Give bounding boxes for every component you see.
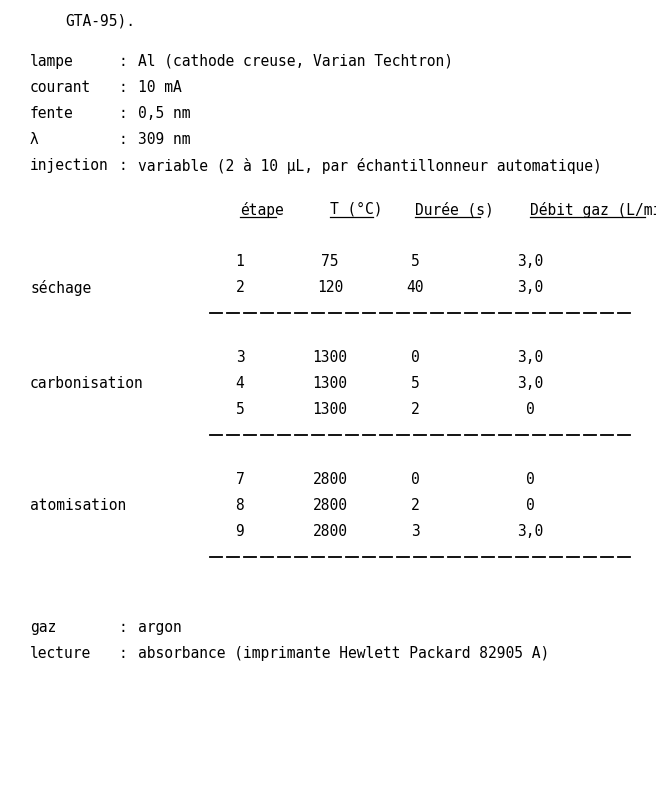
Text: variable (2 à 10 μL, par échantillonneur automatique): variable (2 à 10 μL, par échantillonneur…	[138, 158, 602, 174]
Text: 120: 120	[317, 280, 343, 294]
Text: 10 mA: 10 mA	[138, 80, 182, 95]
Text: 40: 40	[406, 280, 424, 294]
Text: 3,0: 3,0	[517, 523, 543, 539]
Text: atomisation: atomisation	[30, 497, 126, 513]
Text: 3,0: 3,0	[517, 254, 543, 268]
Text: courant: courant	[30, 80, 91, 95]
Text: lecture: lecture	[30, 646, 91, 660]
Text: 4: 4	[236, 375, 245, 391]
Text: 0,5 nm: 0,5 nm	[138, 106, 190, 121]
Text: 75: 75	[321, 254, 338, 268]
Text: absorbance (imprimante Hewlett Packard 82905 A): absorbance (imprimante Hewlett Packard 8…	[138, 646, 549, 660]
Text: Débit gaz (L/min): Débit gaz (L/min)	[530, 202, 656, 217]
Text: 3,0: 3,0	[517, 280, 543, 294]
Text: 2800: 2800	[312, 523, 348, 539]
Text: 2800: 2800	[312, 471, 348, 487]
Text: :: :	[118, 80, 127, 95]
Text: :: :	[118, 158, 127, 173]
Text: 5: 5	[411, 375, 419, 391]
Text: 2: 2	[411, 497, 419, 513]
Text: 3: 3	[236, 350, 245, 365]
Text: 5: 5	[411, 254, 419, 268]
Text: 3,0: 3,0	[517, 375, 543, 391]
Text: λ: λ	[30, 132, 39, 147]
Text: argon: argon	[138, 620, 182, 634]
Text: 3,0: 3,0	[517, 350, 543, 365]
Text: 0: 0	[525, 471, 535, 487]
Text: :: :	[118, 54, 127, 69]
Text: injection: injection	[30, 158, 109, 173]
Text: 5: 5	[236, 401, 245, 417]
Text: GTA-95).: GTA-95).	[65, 14, 135, 29]
Text: 2: 2	[411, 401, 419, 417]
Text: 2: 2	[236, 280, 245, 294]
Text: 1300: 1300	[312, 350, 348, 365]
Text: 3: 3	[411, 523, 419, 539]
Text: 0: 0	[525, 497, 535, 513]
Text: étape: étape	[240, 202, 284, 217]
Text: carbonisation: carbonisation	[30, 375, 144, 391]
Text: :: :	[118, 132, 127, 147]
Text: 7: 7	[236, 471, 245, 487]
Text: 1300: 1300	[312, 375, 348, 391]
Text: :: :	[118, 106, 127, 121]
Text: 2800: 2800	[312, 497, 348, 513]
Text: T (°C): T (°C)	[330, 202, 382, 217]
Text: Durée (s): Durée (s)	[415, 202, 494, 217]
Text: 0: 0	[411, 471, 419, 487]
Text: :: :	[118, 646, 127, 660]
Text: 1300: 1300	[312, 401, 348, 417]
Text: séchage: séchage	[30, 280, 91, 296]
Text: fente: fente	[30, 106, 73, 121]
Text: 8: 8	[236, 497, 245, 513]
Text: lampe: lampe	[30, 54, 73, 69]
Text: Al (cathode creuse, Varian Techtron): Al (cathode creuse, Varian Techtron)	[138, 54, 453, 69]
Text: :: :	[118, 620, 127, 634]
Text: 9: 9	[236, 523, 245, 539]
Text: 0: 0	[525, 401, 535, 417]
Text: 0: 0	[411, 350, 419, 365]
Text: 1: 1	[236, 254, 245, 268]
Text: gaz: gaz	[30, 620, 56, 634]
Text: 309 nm: 309 nm	[138, 132, 190, 147]
